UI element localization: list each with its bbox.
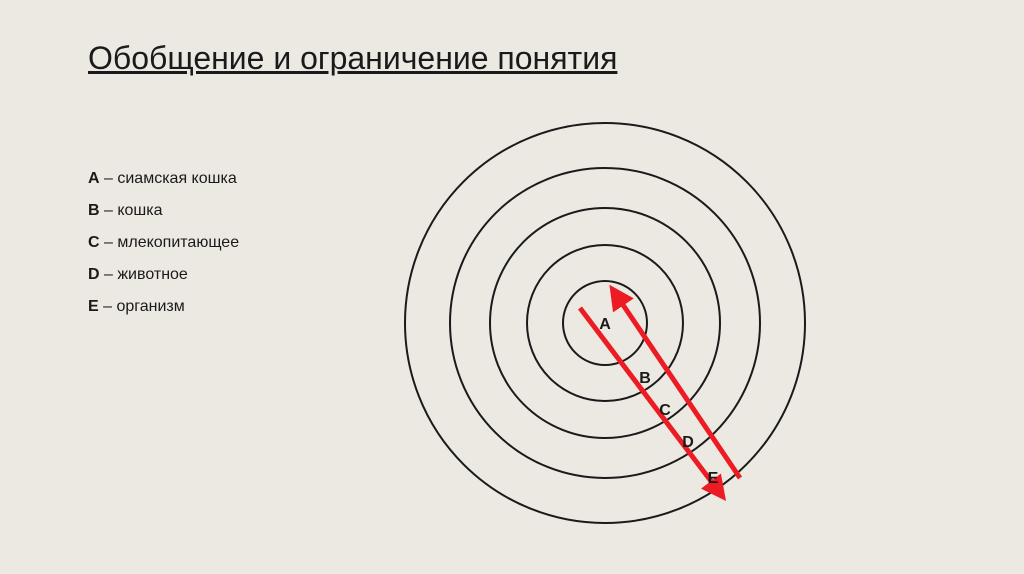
ring-label: E xyxy=(708,470,719,487)
legend-letter: C xyxy=(88,234,100,251)
legend-item: C – млекопитающее xyxy=(88,234,239,252)
legend-letter: A xyxy=(88,170,100,187)
page-title: Обобщение и ограничение понятия xyxy=(88,40,617,77)
legend: A – сиамская кошкаB – кошкаC – млекопита… xyxy=(88,170,239,330)
legend-item: B – кошка xyxy=(88,202,239,220)
ring-label: D xyxy=(682,434,694,451)
legend-letter: E xyxy=(88,298,99,315)
legend-text: – организм xyxy=(99,298,185,315)
legend-text: – кошка xyxy=(100,202,163,219)
legend-letter: D xyxy=(88,266,100,283)
legend-text: – животное xyxy=(100,266,188,283)
euler-diagram: E DCB A xyxy=(390,108,820,538)
slide-page: Обобщение и ограничение понятия A – сиам… xyxy=(0,0,1024,574)
ring-label: A xyxy=(599,316,611,333)
legend-text: – сиамская кошка xyxy=(100,170,237,187)
ring-label: B xyxy=(639,370,651,387)
legend-item: E – организм xyxy=(88,298,239,316)
legend-text: – млекопитающее xyxy=(100,234,240,251)
ring-label: C xyxy=(659,402,671,419)
diagram-arrow xyxy=(615,293,740,478)
legend-item: A – сиамская кошка xyxy=(88,170,239,188)
legend-item: D – животное xyxy=(88,266,239,284)
legend-letter: B xyxy=(88,202,100,219)
